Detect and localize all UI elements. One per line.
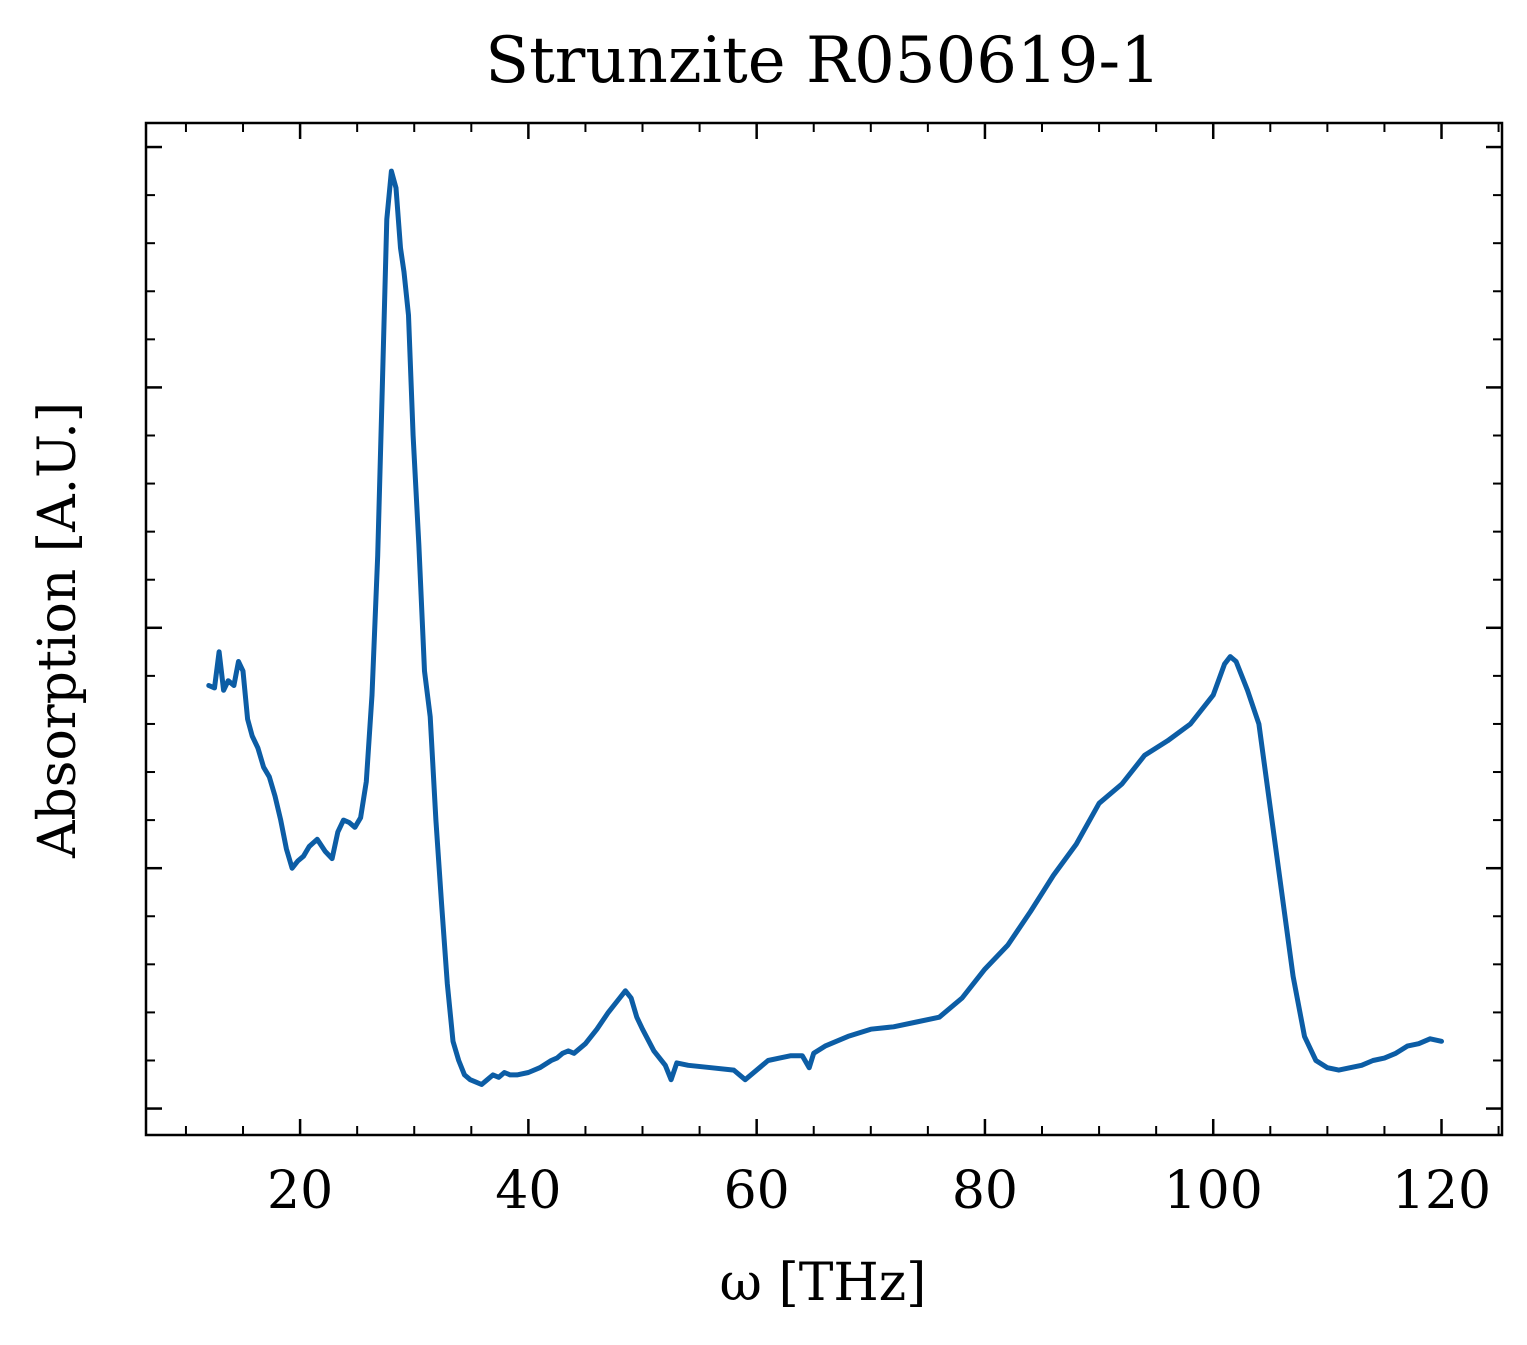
x-tick-label: 100 — [1164, 1161, 1263, 1221]
series-layer — [206, 168, 1444, 1087]
x-tick-label: 40 — [495, 1161, 561, 1221]
plot-frame — [144, 121, 1504, 1137]
y-axis-label: Absorption [A.U.] — [28, 402, 88, 859]
axes-box — [144, 121, 1504, 1137]
spectrum-line — [206, 168, 1444, 1087]
chart-title: Strunzite R050619-1 — [485, 24, 1161, 98]
x-tick-label: 120 — [1392, 1161, 1491, 1221]
x-tick-label: 60 — [724, 1161, 790, 1221]
tick-labels-layer: 20 40 60 80 100 120 — [267, 1161, 1491, 1221]
x-tick-label: 80 — [952, 1161, 1018, 1221]
x-tick-label: 20 — [267, 1161, 333, 1221]
ticks-layer — [146, 123, 1502, 1135]
x-axis-label: ω [THz] — [720, 1253, 927, 1313]
